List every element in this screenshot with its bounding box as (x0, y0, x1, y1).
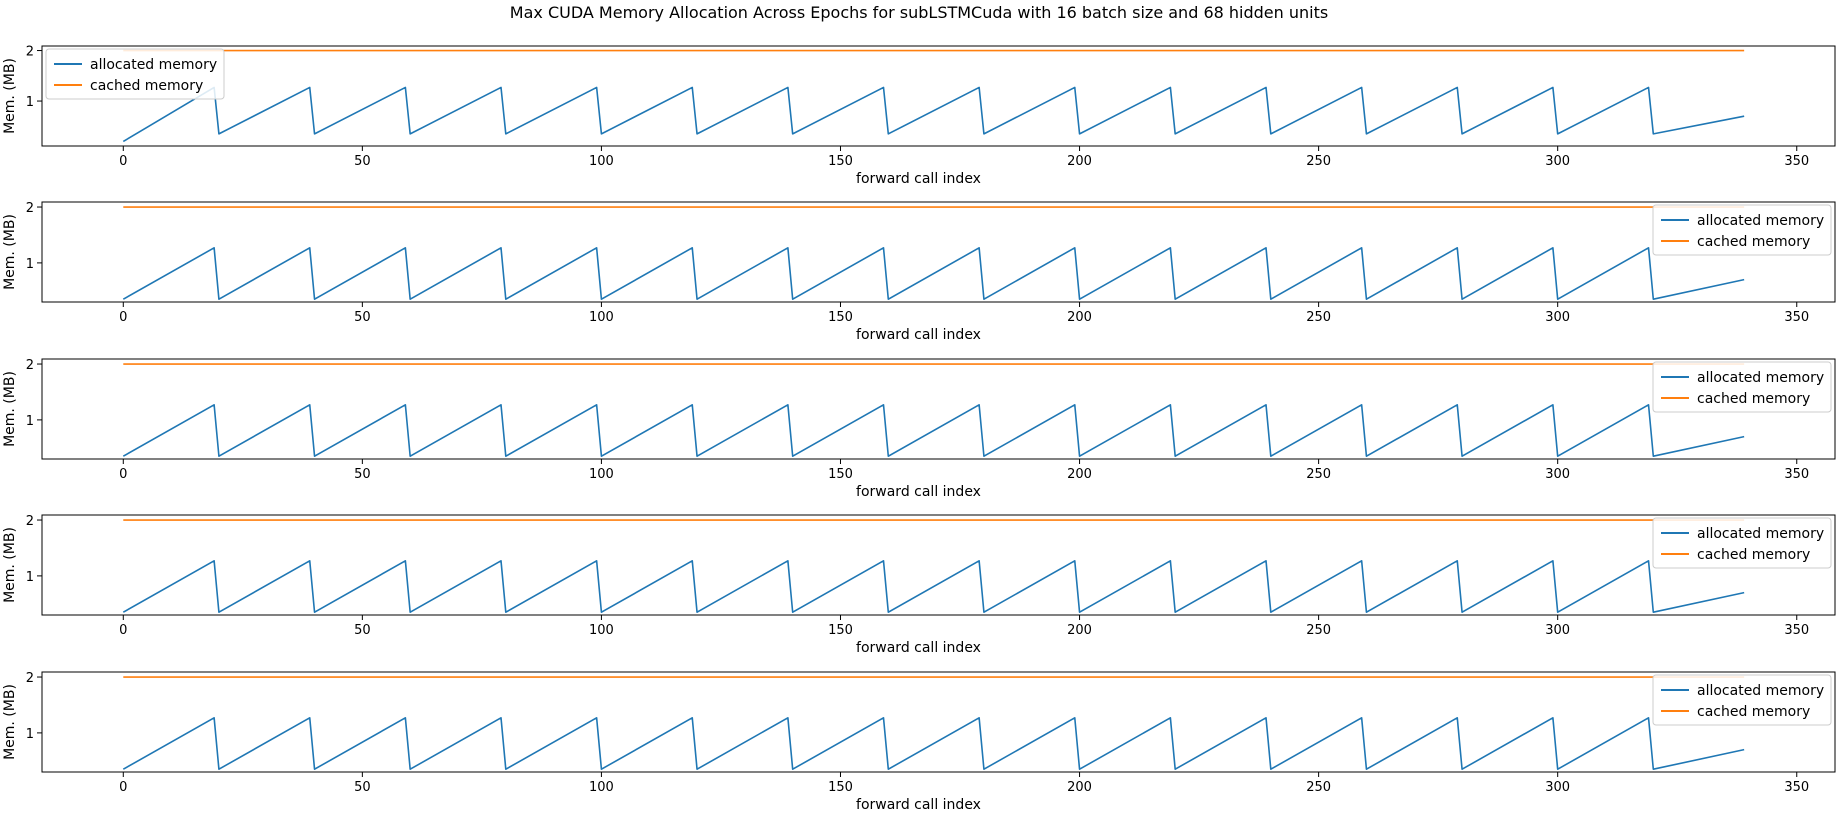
legend-label: cached memory (90, 78, 203, 94)
x-tick-label: 100 (589, 310, 614, 325)
x-tick-label: 50 (354, 467, 371, 482)
legend-box (1652, 361, 1832, 413)
x-tick-label: 350 (1784, 467, 1809, 482)
y-tick-label: 2 (26, 201, 34, 216)
x-tick-label: 250 (1306, 154, 1331, 169)
legend: allocated memory cached memory (1652, 361, 1832, 413)
legend-label: allocated memory (1697, 683, 1824, 699)
axes-frame (41, 201, 1836, 303)
x-tick-label: 350 (1784, 310, 1809, 325)
x-tick-label: 300 (1545, 467, 1570, 482)
y-tick-label: 2 (26, 45, 34, 60)
legend: allocated memory cached memory (1652, 517, 1832, 569)
x-tick-label: 0 (119, 780, 127, 795)
series-line-allocated-memory (122, 86, 1745, 143)
x-tick-label: 200 (1067, 467, 1092, 482)
x-tick-label: 250 (1306, 780, 1331, 795)
x-tick-label: 150 (828, 467, 853, 482)
legend-box (45, 48, 225, 100)
legend-label: cached memory (1697, 704, 1810, 720)
x-axis-label: forward call index (856, 327, 981, 343)
series-line-allocated-memory (122, 560, 1745, 614)
x-tick-label: 350 (1784, 780, 1809, 795)
legend-label: cached memory (1697, 234, 1810, 250)
x-tick-label: 100 (589, 623, 614, 638)
x-tick-label: 150 (828, 154, 853, 169)
x-tick-label: 350 (1784, 154, 1809, 169)
x-tick-label: 100 (589, 154, 614, 169)
series-line-allocated-memory (122, 404, 1745, 458)
y-axis-label: Mem. (MB) (2, 527, 18, 603)
x-tick-label: 0 (119, 467, 127, 482)
legend-label: allocated memory (1697, 526, 1824, 542)
legend-box (1652, 204, 1832, 256)
y-tick-label: 2 (26, 671, 34, 686)
subplot-4: 0 50 100 150 200 250 300 350 1 2 forward call inde… (2, 514, 1836, 656)
y-tick-label: 1 (26, 570, 34, 585)
x-tick-label: 100 (589, 467, 614, 482)
subplot-5: 0 50 100 150 200 250 300 350 1 2 forward call inde… (2, 671, 1836, 813)
x-tick-label: 150 (828, 780, 853, 795)
x-tick-label: 350 (1784, 623, 1809, 638)
y-tick-label: 2 (26, 358, 34, 373)
x-tick-label: 300 (1545, 154, 1570, 169)
x-tick-label: 50 (354, 154, 371, 169)
axes-frame (41, 514, 1836, 616)
y-axis-label: Mem. (MB) (2, 214, 18, 290)
x-tick-label: 0 (119, 310, 127, 325)
subplot-2: 0 50 100 150 200 250 300 350 1 2 forward call inde… (2, 201, 1836, 343)
x-tick-label: 50 (354, 310, 371, 325)
x-tick-label: 150 (828, 623, 853, 638)
x-tick-label: 300 (1545, 310, 1570, 325)
legend-label: cached memory (1697, 547, 1810, 563)
y-tick-label: 2 (26, 514, 34, 529)
subplot-1: 0 50 100 150 200 250 300 350 1 2 forward call inde… (2, 45, 1836, 187)
legend: allocated memory cached memory (1652, 674, 1832, 726)
series-line-allocated-memory (122, 247, 1745, 301)
x-tick-label: 300 (1545, 623, 1570, 638)
x-axis-label: forward call index (856, 484, 981, 500)
legend-box (1652, 517, 1832, 569)
x-axis-label: forward call index (856, 797, 981, 813)
x-tick-label: 200 (1067, 623, 1092, 638)
x-axis-label: forward call index (856, 640, 981, 656)
legend-label: allocated memory (1697, 370, 1824, 386)
legend-label: cached memory (1697, 391, 1810, 407)
legend-box (1652, 674, 1832, 726)
legend: allocated memory cached memory (1652, 204, 1832, 256)
subplot-3: 0 50 100 150 200 250 300 350 1 2 forward call inde… (2, 358, 1836, 500)
y-tick-label: 1 (26, 95, 34, 110)
series-line-allocated-memory (122, 717, 1745, 771)
x-axis-label: forward call index (856, 171, 981, 187)
x-tick-label: 200 (1067, 154, 1092, 169)
x-tick-label: 150 (828, 310, 853, 325)
x-tick-label: 200 (1067, 780, 1092, 795)
x-tick-label: 250 (1306, 467, 1331, 482)
axes-frame (41, 358, 1836, 460)
figure-title: Max CUDA Memory Allocation Across Epochs… (510, 3, 1328, 22)
legend-label: allocated memory (1697, 213, 1824, 229)
x-tick-label: 100 (589, 780, 614, 795)
y-tick-label: 1 (26, 414, 34, 429)
x-tick-label: 50 (354, 780, 371, 795)
axes-frame (41, 671, 1836, 773)
y-axis-label: Mem. (MB) (2, 371, 18, 447)
y-axis-label: Mem. (MB) (2, 58, 18, 134)
x-tick-label: 200 (1067, 310, 1092, 325)
x-tick-label: 250 (1306, 623, 1331, 638)
y-tick-label: 1 (26, 257, 34, 272)
x-tick-label: 250 (1306, 310, 1331, 325)
x-tick-label: 0 (119, 623, 127, 638)
y-tick-label: 1 (26, 727, 34, 742)
x-tick-label: 0 (119, 154, 127, 169)
legend-label: allocated memory (90, 57, 217, 73)
legend: allocated memory cached memory (45, 48, 225, 100)
axes-frame (41, 45, 1836, 147)
y-axis-label: Mem. (MB) (2, 684, 18, 760)
x-tick-label: 50 (354, 623, 371, 638)
x-tick-label: 300 (1545, 780, 1570, 795)
